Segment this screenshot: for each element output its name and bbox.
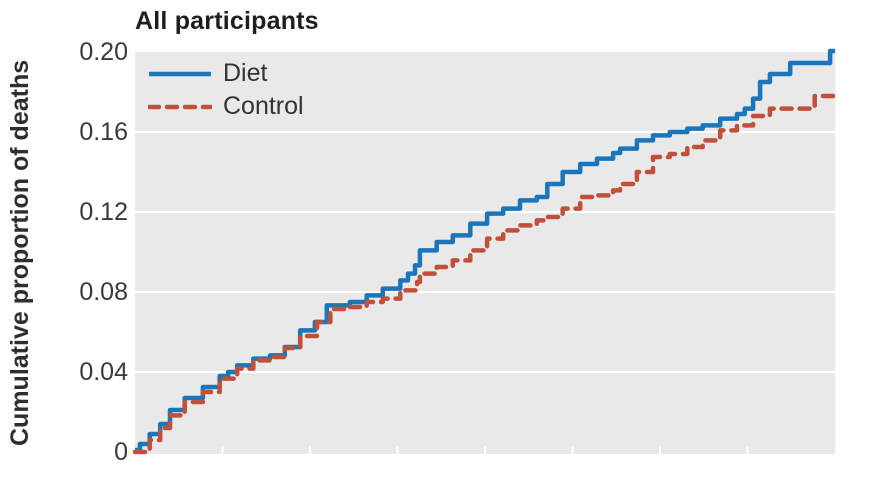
y-tick-label: 0.04	[79, 358, 128, 386]
y-tick-label: 0	[114, 438, 128, 466]
series-control-line	[132, 93, 838, 455]
legend-label-diet: Diet	[223, 59, 268, 87]
legend: Diet Control	[148, 57, 304, 123]
diet-line-sample	[149, 71, 211, 76]
control-line-sample	[148, 104, 212, 109]
chart-title: All participants	[135, 7, 319, 35]
legend-item-control: Control	[148, 90, 304, 123]
legend-item-diet: Diet	[148, 57, 304, 90]
legend-label-control: Control	[223, 92, 304, 120]
y-tick-label: 0.12	[79, 198, 128, 226]
series-diet-line	[135, 48, 835, 453]
y-axis-title: Cumulative proportion of deaths	[6, 59, 34, 447]
y-tick-label: 0.08	[79, 278, 128, 306]
y-tick-label: 0.16	[79, 118, 128, 146]
y-tick-label: 0.20	[79, 38, 128, 66]
